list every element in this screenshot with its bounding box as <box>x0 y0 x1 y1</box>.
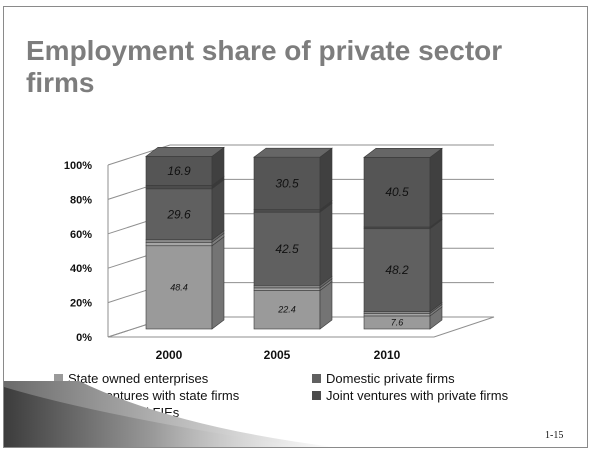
x-tick-label: 2000 <box>156 348 183 362</box>
bar-segment <box>363 228 431 312</box>
y-tick-label: 40% <box>70 263 92 275</box>
legend-item: Joint ventures with private firms <box>312 388 508 403</box>
legend-item: Domestic private firms <box>312 371 455 386</box>
bar-top <box>253 147 333 158</box>
data-label: 16.9 <box>167 164 191 178</box>
x-tick-label: 2005 <box>264 348 291 362</box>
stacked-3d-bar-chart: 0% 20% 40% 60% 80% 100% 2000 2005 2010 48.4 29.6 16… <box>64 144 495 362</box>
bar-top <box>145 147 225 157</box>
corner-swoosh-decoration <box>4 381 334 447</box>
bar-top <box>363 148 443 158</box>
y-tick-label: 100% <box>64 160 92 172</box>
data-label: 29.6 <box>166 207 191 221</box>
bar-segment <box>145 245 213 330</box>
data-label: 22.4 <box>277 305 296 315</box>
slide: Employment share of private sector firms… <box>3 6 588 448</box>
legend-swatch <box>312 391 321 400</box>
bar-segment <box>145 188 213 241</box>
slide-number: 1-15 <box>545 430 564 441</box>
legend-label: State owned enterprises <box>68 371 209 386</box>
bar-stack-2010 <box>363 147 443 330</box>
data-label: 30.5 <box>275 176 299 190</box>
y-tick-label: 60% <box>70 229 92 241</box>
x-tick-label: 2010 <box>374 348 401 362</box>
legend-label: Joint ventures with private firms <box>326 388 509 403</box>
bar-stack-2000 <box>145 146 225 330</box>
legend-item: State owned enterprises <box>54 371 208 386</box>
y-tick-label: 20% <box>70 298 92 310</box>
bar-stack-2005 <box>253 147 333 330</box>
data-label: 48.2 <box>385 263 409 277</box>
legend-swatch <box>54 374 63 383</box>
swoosh-shape-dark <box>4 387 304 447</box>
data-label: 40.5 <box>385 185 409 199</box>
legend-swatch <box>312 374 321 383</box>
slide-title: Employment share of private sector firms <box>26 35 503 98</box>
chart-legend: State owned enterprises Domestic private … <box>54 371 574 431</box>
data-label: 42.5 <box>275 242 299 256</box>
y-tick-label: 0% <box>76 332 92 344</box>
bar-segment <box>253 211 321 286</box>
y-tick-label: 80% <box>70 194 92 206</box>
legend-label: Domestic private firms <box>326 371 455 386</box>
data-label: 48.4 <box>170 282 188 292</box>
bar-segment <box>145 156 213 186</box>
data-label: 7.6 <box>391 317 404 327</box>
